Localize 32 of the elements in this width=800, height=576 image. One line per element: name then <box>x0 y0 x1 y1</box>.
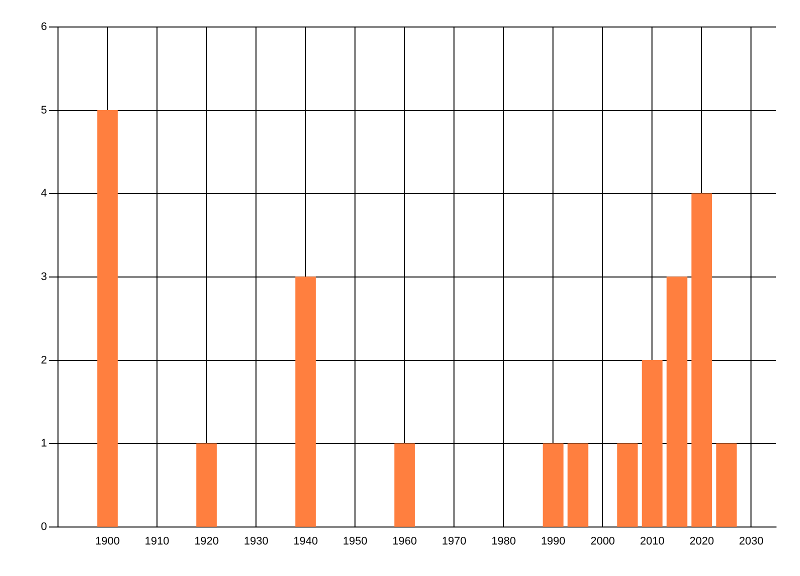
y-tick-label: 4 <box>40 188 47 200</box>
x-tick-label: 1950 <box>342 536 368 548</box>
bar <box>568 443 588 527</box>
x-tick-label: 2030 <box>739 536 764 548</box>
bar <box>97 110 118 527</box>
x-tick-label: 1960 <box>392 536 417 548</box>
x-tick-label: 2010 <box>640 536 664 548</box>
x-tick-label: 1990 <box>540 536 566 548</box>
x-tick-label: 1940 <box>293 536 318 548</box>
y-tick-label: 3 <box>40 271 47 284</box>
bar <box>691 193 712 527</box>
bar <box>542 443 564 527</box>
bar <box>196 443 217 527</box>
y-tick-label: 2 <box>40 354 47 366</box>
bar <box>666 276 688 527</box>
x-tick-label: 1900 <box>95 536 120 548</box>
bar <box>716 443 737 527</box>
y-tick-label: 1 <box>40 438 47 450</box>
x-tick-label: 1910 <box>144 536 170 548</box>
x-tick-label: 2000 <box>590 536 615 548</box>
bar <box>617 443 638 527</box>
bar <box>295 276 316 527</box>
y-tick-label: 6 <box>40 21 47 34</box>
x-tick-label: 2020 <box>689 536 714 548</box>
bar <box>642 360 663 527</box>
x-tick-label: 1980 <box>491 536 516 548</box>
x-tick-label: 1920 <box>194 536 219 548</box>
bar <box>394 443 415 527</box>
x-tick-label: 1970 <box>442 536 466 548</box>
y-tick-label: 5 <box>40 104 47 116</box>
x-tick-label: 1930 <box>244 536 268 548</box>
y-tick-label: 0 <box>40 521 47 534</box>
